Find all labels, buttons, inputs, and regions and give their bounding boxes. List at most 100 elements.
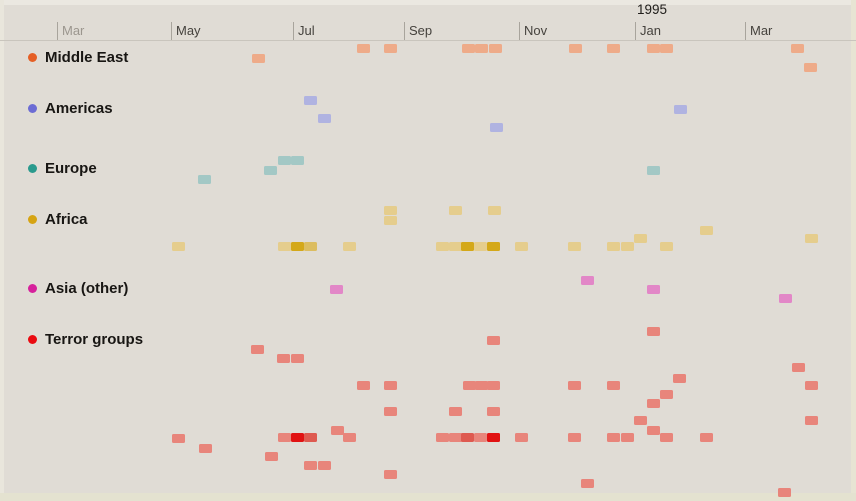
event-mark-europe: [647, 166, 660, 175]
event-mark-terror-groups: [568, 433, 581, 442]
month-tick: [57, 22, 58, 41]
event-mark-terror-groups: [475, 381, 488, 390]
event-mark-terror-groups: [474, 433, 487, 442]
event-mark-africa: [621, 242, 634, 251]
event-mark-terror-groups: [278, 433, 291, 442]
event-mark-middle-east: [384, 44, 397, 53]
legend-item-asia-other: Asia (other): [28, 279, 128, 297]
category-label: Terror groups: [45, 330, 144, 348]
event-mark-africa: [805, 234, 818, 243]
event-mark-terror-groups: [581, 479, 594, 488]
event-mark-terror-groups: [461, 433, 474, 442]
category-label: Africa: [45, 210, 88, 228]
right-edge-band: [851, 0, 856, 501]
event-mark-africa: [384, 216, 397, 225]
americas-dot-icon: [28, 103, 37, 113]
month-label: Jan: [640, 23, 661, 38]
event-mark-africa: [660, 242, 673, 251]
category-label: Middle East: [45, 48, 129, 66]
left-edge-band: [0, 0, 4, 501]
event-mark-terror-groups: [487, 433, 500, 442]
axis-baseline: [0, 40, 856, 41]
event-mark-terror-groups: [805, 416, 818, 425]
event-mark-middle-east: [607, 44, 620, 53]
month-tick: [171, 22, 172, 41]
month-tick: [635, 22, 636, 41]
event-mark-terror-groups: [384, 470, 397, 479]
event-mark-terror-groups: [634, 416, 647, 425]
event-mark-middle-east: [804, 63, 817, 72]
event-mark-terror-groups: [647, 426, 660, 435]
event-mark-terror-groups: [805, 381, 818, 390]
event-mark-africa: [304, 242, 317, 251]
month-tick: [519, 22, 520, 41]
africa-dot-icon: [28, 214, 37, 224]
event-mark-terror-groups: [449, 433, 462, 442]
event-mark-asia-other: [330, 285, 343, 294]
event-mark-middle-east: [660, 44, 673, 53]
legend-item-middle-east: Middle East: [28, 48, 128, 66]
event-mark-terror-groups: [487, 407, 500, 416]
month-label: Nov: [524, 23, 548, 38]
event-mark-terror-groups: [436, 433, 449, 442]
event-mark-africa: [449, 206, 462, 215]
month-label: Mar: [750, 23, 773, 38]
event-mark-terror-groups: [251, 345, 264, 354]
asia-other-dot-icon: [28, 283, 37, 293]
legend-item-europe: Europe: [28, 159, 97, 177]
event-mark-terror-groups: [343, 433, 356, 442]
month-label: Jul: [298, 23, 315, 38]
event-mark-terror-groups: [384, 381, 397, 390]
event-mark-asia-other: [779, 294, 792, 303]
event-mark-terror-groups: [647, 399, 660, 408]
event-mark-africa: [278, 242, 291, 251]
event-mark-terror-groups: [778, 488, 791, 497]
month-label: May: [176, 23, 201, 38]
event-mark-europe: [264, 166, 277, 175]
event-mark-africa: [515, 242, 528, 251]
month-tick: [745, 22, 746, 41]
event-mark-middle-east: [252, 54, 265, 63]
event-mark-africa: [568, 242, 581, 251]
event-mark-africa: [461, 242, 474, 251]
event-mark-terror-groups: [199, 444, 212, 453]
month-label: Sep: [409, 23, 433, 38]
event-mark-middle-east: [489, 44, 502, 53]
legend-item-africa: Africa: [28, 210, 88, 228]
category-label: Americas: [45, 99, 113, 117]
event-mark-africa: [343, 242, 356, 251]
month-tick: [404, 22, 405, 41]
event-mark-africa: [449, 242, 462, 251]
event-mark-africa: [172, 242, 185, 251]
event-mark-terror-groups: [384, 407, 397, 416]
event-mark-terror-groups: [291, 433, 304, 442]
event-mark-terror-groups: [607, 381, 620, 390]
legend-item-terror-groups: Terror groups: [28, 330, 143, 348]
event-mark-terror-groups: [265, 452, 278, 461]
top-edge-band: [0, 0, 856, 5]
event-mark-terror-groups: [660, 433, 673, 442]
bottom-edge-band: [0, 493, 856, 501]
event-mark-europe: [278, 156, 291, 165]
event-mark-middle-east: [462, 44, 475, 53]
legend-item-americas: Americas: [28, 99, 113, 117]
event-mark-africa: [634, 234, 647, 243]
event-mark-middle-east: [647, 44, 660, 53]
event-mark-middle-east: [475, 44, 488, 53]
europe-dot-icon: [28, 163, 37, 173]
event-mark-terror-groups: [304, 433, 317, 442]
event-mark-asia-other: [581, 276, 594, 285]
middle-east-dot-icon: [28, 52, 37, 62]
event-mark-europe: [291, 156, 304, 165]
event-mark-terror-groups: [357, 381, 370, 390]
event-mark-terror-groups: [487, 381, 500, 390]
event-mark-terror-groups: [660, 390, 673, 399]
event-mark-middle-east: [357, 44, 370, 53]
event-mark-africa: [487, 242, 500, 251]
event-mark-terror-groups: [449, 407, 462, 416]
event-mark-africa: [607, 242, 620, 251]
event-mark-terror-groups: [487, 336, 500, 345]
event-mark-americas: [304, 96, 317, 105]
event-mark-terror-groups: [515, 433, 528, 442]
